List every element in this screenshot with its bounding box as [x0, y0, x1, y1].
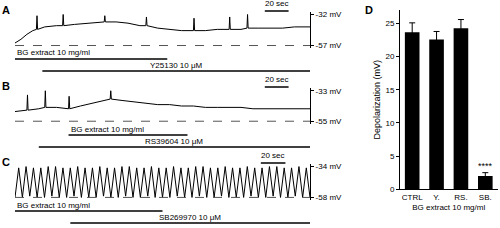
svg-text:10: 10 — [385, 119, 394, 128]
svg-text:CTRL: CTRL — [402, 193, 423, 202]
svg-text:Y25130 10 μM: Y25130 10 μM — [150, 61, 203, 70]
svg-text:Y.: Y. — [433, 193, 440, 202]
svg-text:-34 mV: -34 mV — [316, 162, 342, 171]
svg-text:-57 mV: -57 mV — [316, 41, 342, 50]
svg-text:20 sec: 20 sec — [265, 75, 289, 84]
svg-text:C: C — [2, 156, 10, 168]
svg-text:20 sec: 20 sec — [265, 0, 289, 8]
svg-text:BG extract 10 mg/ml: BG extract 10 mg/ml — [412, 203, 485, 212]
svg-text:15: 15 — [385, 86, 394, 95]
svg-text:RS39604 10 μM: RS39604 10 μM — [145, 137, 203, 146]
svg-text:-32 mV: -32 mV — [316, 10, 342, 19]
svg-text:BG extract 10 mg/ml: BG extract 10 mg/ml — [71, 125, 144, 134]
svg-text:25: 25 — [385, 19, 394, 28]
svg-text:5: 5 — [390, 152, 395, 161]
svg-text:RS.: RS. — [454, 193, 467, 202]
svg-text:SB269970 10 μM: SB269970 10 μM — [159, 213, 221, 222]
svg-text:BG extract 10 mg/ml: BG extract 10 mg/ml — [17, 201, 90, 210]
svg-text:0: 0 — [390, 185, 395, 194]
svg-text:SB.: SB. — [479, 193, 492, 202]
svg-text:-33 mV: -33 mV — [316, 87, 342, 96]
svg-text:****: **** — [478, 161, 493, 171]
svg-text:-58 mV: -58 mV — [316, 193, 342, 202]
svg-text:Depolarization (mV): Depolarization (mV) — [372, 60, 382, 140]
svg-text:A: A — [2, 4, 10, 16]
svg-text:B: B — [2, 80, 10, 92]
svg-text:D: D — [365, 4, 373, 16]
svg-text:20: 20 — [385, 52, 394, 61]
svg-text:-55 mV: -55 mV — [316, 117, 342, 126]
svg-text:BG extract 10 mg/ml: BG extract 10 mg/ml — [17, 48, 90, 57]
svg-text:20 sec: 20 sec — [261, 151, 285, 160]
